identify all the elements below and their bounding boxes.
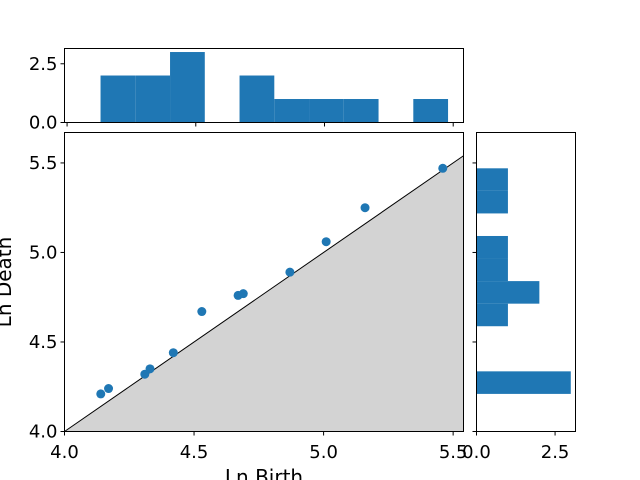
right-histogram-bar [476,281,540,304]
top-y-tick-label: 0.0 [29,113,58,134]
y-tick-label: 4.5 [29,332,58,353]
right-x-tick-label: 0.0 [462,442,491,463]
top-histogram: 0.0 2.5 [29,48,464,134]
scatter-point [145,364,155,374]
scatter-point [321,237,331,247]
y-axis-label: Ln Death [0,237,16,328]
top-histogram-bar [170,52,205,123]
right-histogram-bar [476,235,508,259]
top-histogram-bars [100,52,449,123]
top-histogram-bar [274,99,310,123]
right-histogram-bar [476,168,508,191]
scatter-point [168,348,178,358]
x-tick-label: 4.5 [180,442,209,463]
top-histogram-bar [239,75,275,123]
x-axis-label: Ln Birth [225,465,303,480]
diagonal-line [64,155,464,432]
top-histogram-frame [64,48,464,123]
main-plot-frame [64,132,464,432]
top-histogram-bar [100,75,136,123]
x-tick-label: 4.0 [50,442,79,463]
scatter-point [96,389,106,399]
top-histogram-bar [343,99,379,123]
scatter-point [360,203,370,213]
scatter-points [96,163,448,399]
scatter-point [438,163,448,173]
y-tick-label: 5.5 [29,153,58,174]
top-histogram-bar [413,99,449,123]
scatter-point [285,267,295,277]
right-histogram-frame [476,132,576,432]
top-histogram-bar [309,99,344,123]
right-histogram: 0.0 2.5 [462,132,576,463]
right-histogram-bars [476,168,571,394]
x-tick-label: 5.0 [309,442,338,463]
top-y-tick-label: 2.5 [29,54,58,75]
top-histogram-ticks: 0.0 2.5 [29,54,454,134]
scatter-point [104,384,114,394]
right-histogram-bar [476,190,508,214]
right-histogram-ticks: 0.0 2.5 [462,162,570,463]
scatter-point [197,307,207,317]
y-tick-label: 4.0 [29,422,58,443]
main-plot-ticks: 4.0 4.5 5.0 5.5 4.0 4.5 5.0 5.5 [29,153,468,463]
top-histogram-bar [135,75,171,123]
right-histogram-bar [476,303,508,327]
right-histogram-bar [476,258,508,282]
right-x-tick-label: 2.5 [541,442,570,463]
x-tick-label: 5.5 [439,442,468,463]
y-tick-label: 5.0 [29,242,58,263]
right-histogram-bar [476,371,571,394]
scatter-point [238,289,248,299]
main-scatter-panel: 4.0 4.5 5.0 5.5 4.0 4.5 5.0 5.5 Ln Birth Ln Dea… [0,132,468,480]
